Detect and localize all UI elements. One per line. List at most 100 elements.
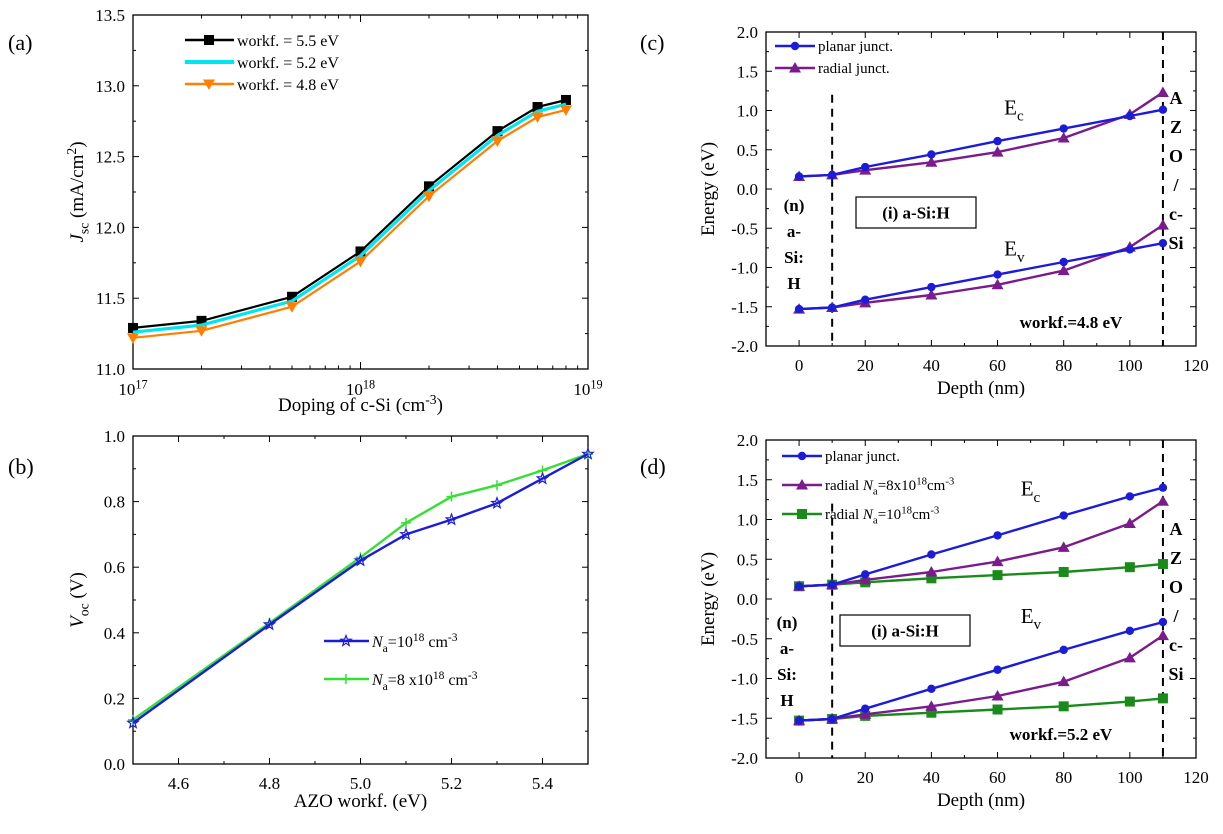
data-point bbox=[1057, 264, 1070, 276]
legend-label: workf. = 5.5 eV bbox=[237, 33, 339, 50]
data-point bbox=[925, 565, 938, 577]
band-label: Ev bbox=[1021, 604, 1042, 633]
series-line bbox=[132, 452, 589, 724]
data-point bbox=[794, 172, 804, 181]
data-point bbox=[422, 191, 435, 203]
data-point bbox=[492, 126, 503, 137]
data-point bbox=[859, 708, 872, 719]
data-point bbox=[560, 94, 571, 105]
legend-label: workf. = 5.2 eV bbox=[237, 55, 339, 72]
panel-label-a: (a) bbox=[8, 30, 32, 55]
region-label: (i) a-Si:H bbox=[882, 204, 950, 223]
x-tick-label: 4.6 bbox=[168, 774, 189, 793]
y-tick-label: 13.0 bbox=[95, 77, 125, 96]
data-point bbox=[926, 573, 937, 584]
x-axis-label: Depth (nm) bbox=[937, 378, 1025, 399]
y-axis-label: Energy (eV) bbox=[698, 142, 719, 236]
x-tick-label: 100 bbox=[1117, 356, 1143, 375]
data-point bbox=[861, 570, 870, 579]
x-tick-label: 80 bbox=[1055, 768, 1072, 787]
series-line bbox=[799, 224, 1164, 311]
data-point bbox=[993, 270, 1002, 279]
data-point bbox=[925, 156, 938, 167]
interface-label: c- bbox=[1169, 204, 1183, 224]
data-point bbox=[1157, 693, 1168, 704]
data-point bbox=[535, 471, 550, 485]
legend-label: radial Na=8x1018cm-3 bbox=[825, 475, 954, 497]
data-point bbox=[399, 527, 413, 541]
interface-label: Z bbox=[1170, 117, 1182, 137]
legend-label: workf. = 4.8 eV bbox=[237, 77, 339, 94]
data-point bbox=[861, 704, 870, 713]
data-point bbox=[1158, 105, 1168, 114]
y-tick-label: 1.0 bbox=[737, 102, 758, 121]
legend-label: radial Na=1018cm-3 bbox=[825, 504, 939, 526]
data-point bbox=[355, 246, 366, 257]
y-tick-label: -1.0 bbox=[731, 259, 758, 278]
workfunction-annotation: workf.=5.2 eV bbox=[1010, 725, 1113, 744]
y-tick-label: 1.5 bbox=[737, 471, 758, 490]
interface-label: O bbox=[1169, 146, 1183, 166]
data-point bbox=[490, 496, 504, 510]
data-point bbox=[1057, 131, 1070, 143]
n-region-label: a- bbox=[780, 639, 795, 658]
series-markers bbox=[794, 483, 1168, 591]
data-point bbox=[531, 112, 544, 123]
y-tick-label: 0.8 bbox=[104, 493, 125, 512]
x-axis-label: Doping of c-Si (cm-3) bbox=[278, 392, 443, 416]
legend-label: Na=1018 cm-3 bbox=[371, 632, 458, 655]
series-line bbox=[799, 486, 1164, 588]
data-point bbox=[991, 555, 1004, 567]
y-tick-label: 0.4 bbox=[104, 624, 126, 643]
y-tick-label: 0.0 bbox=[737, 180, 758, 199]
y-tick-label: -0.5 bbox=[731, 630, 758, 649]
x-tick-label: 20 bbox=[857, 356, 874, 375]
data-point bbox=[992, 570, 1003, 581]
x-tick-label: 80 bbox=[1055, 356, 1072, 375]
data-point bbox=[1059, 124, 1068, 133]
y-axis-label: Voc (V) bbox=[67, 572, 92, 628]
x-tick-label: 1018 bbox=[346, 378, 375, 399]
y-tick-label: 0.5 bbox=[737, 141, 758, 160]
series-markers bbox=[126, 446, 595, 729]
data-point bbox=[353, 553, 368, 567]
n-region-label: Si: bbox=[777, 665, 797, 684]
series-line bbox=[799, 562, 1164, 588]
data-point bbox=[1125, 626, 1135, 635]
data-point bbox=[794, 304, 804, 314]
interface-label: c- bbox=[1169, 635, 1183, 655]
data-point bbox=[991, 689, 1004, 701]
x-tick-label: 4.8 bbox=[259, 774, 280, 793]
series-markers bbox=[793, 86, 1169, 181]
data-point bbox=[492, 480, 502, 491]
data-point bbox=[925, 288, 938, 300]
series-markers bbox=[794, 617, 1168, 725]
data-point bbox=[127, 333, 139, 344]
interface-label: Si bbox=[1168, 664, 1183, 684]
series-markers bbox=[794, 105, 1168, 181]
legend-marker bbox=[797, 509, 807, 519]
interface-label: A bbox=[1170, 88, 1183, 108]
legend-marker bbox=[341, 674, 351, 684]
data-point bbox=[1059, 645, 1068, 655]
series-line bbox=[799, 108, 1164, 178]
data-point bbox=[446, 491, 457, 502]
y-tick-label: -2.0 bbox=[731, 749, 758, 768]
data-point bbox=[993, 665, 1002, 674]
x-tick-label: 5.0 bbox=[350, 774, 371, 793]
data-point bbox=[927, 684, 936, 694]
data-point bbox=[926, 707, 937, 718]
y-tick-label: 0.0 bbox=[737, 590, 758, 609]
x-tick-label: 5.4 bbox=[532, 774, 554, 793]
data-point bbox=[827, 303, 837, 312]
n-region-label: (n) bbox=[777, 613, 798, 632]
series-markers bbox=[794, 238, 1168, 314]
data-point bbox=[444, 512, 459, 526]
legend-marker bbox=[790, 41, 800, 51]
band-label: Ev bbox=[1004, 237, 1025, 266]
data-point bbox=[794, 716, 804, 725]
interface-label: Si bbox=[1168, 233, 1183, 253]
data-point bbox=[1125, 245, 1135, 254]
data-point bbox=[581, 446, 595, 460]
data-point bbox=[1158, 238, 1168, 248]
